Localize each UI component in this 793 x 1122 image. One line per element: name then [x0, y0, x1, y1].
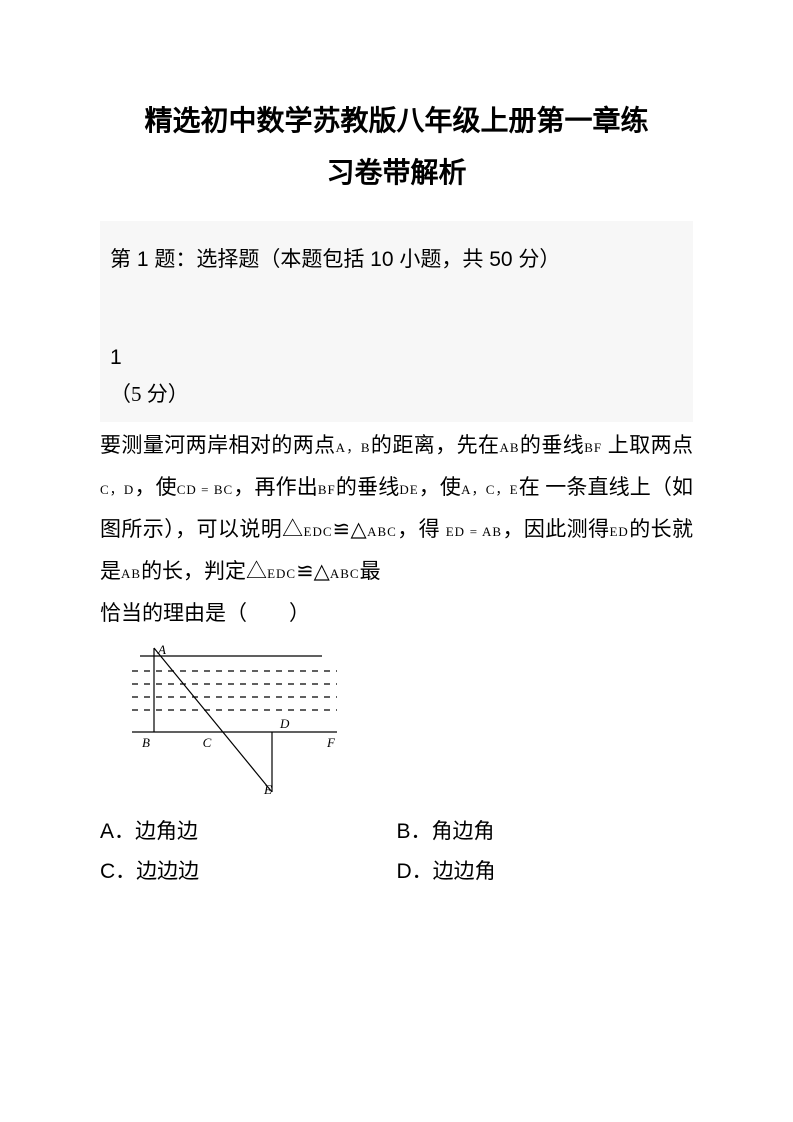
svg-text:E: E: [263, 782, 272, 797]
svg-text:D: D: [279, 716, 290, 731]
question-number: 1: [110, 346, 683, 370]
math-edc2: EDC: [267, 566, 296, 581]
math-ab-points: A，B: [336, 440, 371, 455]
stem-text: 要测量河两岸相对的两点: [100, 433, 336, 457]
option-b[interactable]: B．角边角: [397, 815, 694, 845]
stem-text: 上取两点: [608, 433, 693, 457]
question-stem: 要测量河两岸相对的两点A，B的距离，先在AB的垂线BF 上取两点C，D，使CD …: [100, 424, 693, 634]
option-d[interactable]: D．边边角: [397, 855, 694, 885]
options-grid: A．边角边 B．角边角 C．边边边 D．边边角: [100, 815, 693, 885]
stem-text: ，得: [397, 517, 440, 541]
stem-text: ，使: [134, 475, 176, 499]
stem-text: 的长，判定△: [141, 559, 267, 583]
question-points: （5 分）: [110, 378, 683, 408]
svg-text:C: C: [203, 735, 212, 750]
stem-text: 恰当的理由是（ ）: [100, 601, 310, 625]
math-ab: AB: [499, 440, 519, 455]
math-ed: ED: [609, 524, 628, 539]
stem-text: ，再作出: [233, 475, 318, 499]
section-header: 第 1 题：选择题（本题包括 10 小题，共 50 分）: [110, 243, 683, 277]
stem-text: ，因此测得: [502, 517, 609, 541]
title-line-1: 精选初中数学苏教版八年级上册第一章练: [100, 95, 693, 147]
math-bf: BF: [584, 440, 602, 455]
stem-text: 的距离，先在: [371, 433, 500, 457]
stem-text: 在: [519, 475, 540, 499]
section-block: 第 1 题：选择题（本题包括 10 小题，共 50 分） 1 （5 分）: [100, 221, 693, 423]
math-ab2: AB: [121, 566, 141, 581]
math-bf2: BF: [318, 482, 336, 497]
option-c[interactable]: C．边边边: [100, 855, 397, 885]
stem-text: 最: [360, 559, 381, 583]
svg-text:B: B: [142, 735, 150, 750]
svg-text:A: A: [157, 644, 166, 657]
stem-text: △: [314, 559, 330, 583]
math-cd-points: C，D: [100, 482, 134, 497]
math-edc: EDC: [304, 524, 333, 539]
geometry-figure: A B C D E F: [112, 644, 693, 809]
svg-text:F: F: [326, 735, 336, 750]
congruent-symbol: ≌: [333, 517, 351, 541]
document-title: 精选初中数学苏教版八年级上册第一章练 习卷带解析: [100, 95, 693, 199]
math-ace: A，C，E: [461, 482, 519, 497]
stem-text: 的垂线: [520, 433, 585, 457]
option-a[interactable]: A．边角边: [100, 815, 397, 845]
math-edab: ED = AB: [446, 524, 502, 539]
math-de: DE: [399, 482, 418, 497]
stem-text: △: [350, 517, 367, 541]
math-abc: ABC: [367, 524, 397, 539]
congruent-symbol: ≌: [296, 559, 314, 583]
title-line-2: 习卷带解析: [100, 147, 693, 199]
stem-text: 的垂线: [336, 475, 400, 499]
stem-text: ，使: [419, 475, 461, 499]
figure-svg: A B C D E F: [112, 644, 347, 804]
page: 精选初中数学苏教版八年级上册第一章练 习卷带解析 第 1 题：选择题（本题包括 …: [0, 0, 793, 1122]
math-cdbc: CD = BC: [177, 482, 234, 497]
math-abc2: ABC: [330, 566, 360, 581]
